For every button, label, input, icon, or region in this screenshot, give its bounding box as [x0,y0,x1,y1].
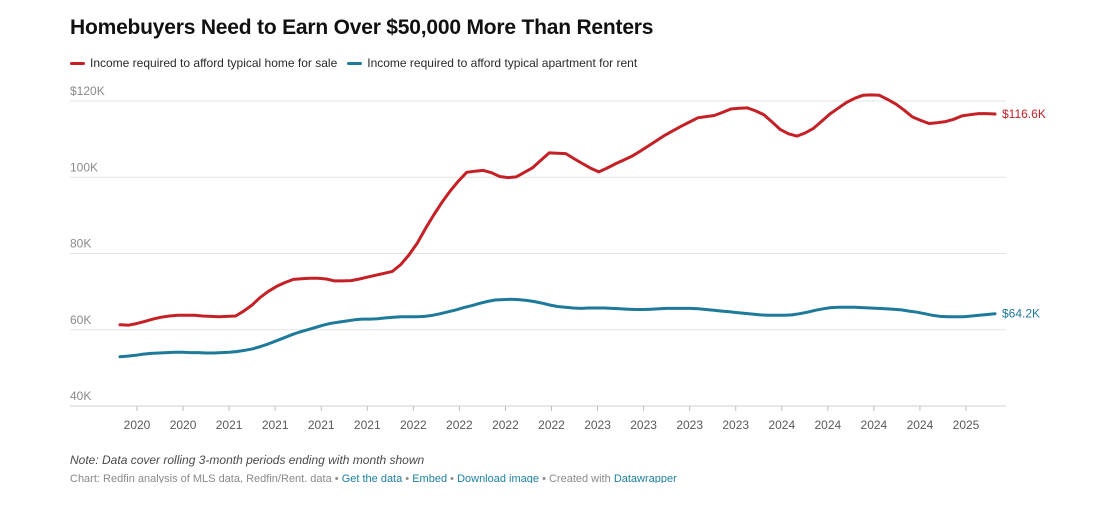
x-axis: 2020 2020 2021 2021 2021 2021 2022 2022 2022 2022… [124,406,980,432]
y-tick-label: $120K [70,84,105,98]
x-tick-label: 2024 [814,418,841,432]
embed-link[interactable]: Embed [412,473,448,483]
y-tick-label: 40K [70,389,91,403]
x-tick-label: 2021 [216,418,243,432]
x-tick-label: 2023 [630,418,657,432]
legend-label-home: Income required to afford typical home f… [90,56,338,70]
x-tick-label: 2020 [170,418,197,432]
x-tick-label: 2023 [584,418,611,432]
x-tick-label: 2024 [861,418,888,432]
x-tick-label: 2025 [953,418,980,432]
y-tick-label: 80K [70,237,91,251]
chart-legend: Income required to afford typical home f… [70,56,647,70]
legend-item-rent: Income required to afford typical apartm… [347,56,637,70]
chart-source: Chart: Redfin analysis of MLS data, Redf… [70,473,677,483]
x-tick-label: 2024 [907,418,934,432]
end-label-rent: $64.2K [1002,307,1040,321]
grid-lines: $120K 100K 80K 60K 40K [70,84,1006,407]
x-tick-label: 2021 [262,418,289,432]
download-image-link[interactable]: Download image [457,473,539,483]
series-line-rent [118,297,997,359]
chart-note: Note: Data cover rolling 3-month periods… [70,453,425,467]
y-tick-label: 100K [70,160,98,174]
source-text: Chart: Redfin analysis of MLS data, Redf… [70,473,332,483]
get-data-link[interactable]: Get the data [341,473,403,483]
legend-swatch-home [70,61,85,65]
x-tick-label: 2021 [354,418,381,432]
x-tick-label: 2022 [492,418,519,432]
legend-label-rent: Income required to afford typical apartm… [367,56,638,70]
x-tick-label: 2023 [722,418,749,432]
x-tick-label: 2022 [538,418,565,432]
created-with-text: Created with [548,473,611,483]
x-tick-label: 2022 [400,418,427,432]
chart-title: Homebuyers Need to Earn Over $50,000 Mor… [70,16,654,39]
datawrapper-link[interactable]: Datawrapper [613,473,677,483]
end-labels: $116.6K $64.2K [1002,107,1046,321]
x-tick-label: 2024 [768,418,795,432]
end-label-home: $116.6K [1002,107,1046,121]
legend-swatch-rent [347,61,363,65]
legend-item-home: Income required to afford typical home f… [70,56,337,70]
y-tick-label: 60K [70,313,91,327]
x-tick-label: 2021 [308,418,335,432]
series-line-home [118,93,997,327]
x-tick-label: 2023 [676,418,703,432]
x-tick-label: 2020 [124,418,151,432]
series-lines [118,93,997,359]
x-tick-label: 2022 [446,418,473,432]
